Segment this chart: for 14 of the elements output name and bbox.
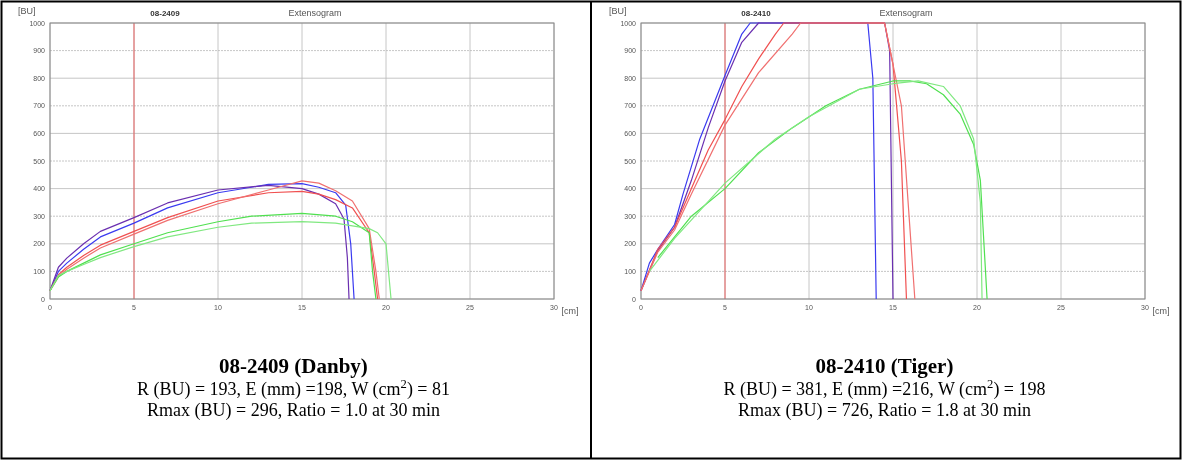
chart-title: 08-2409 bbox=[150, 9, 181, 18]
text: R (BU) = 381, E (mm) =216, W (cm$^{2}$) = 198 bbox=[723, 377, 1046, 400]
text: 08-2409 (Danby) bbox=[219, 354, 368, 378]
text: R (BU) = 193, E (mm) =198, W (cm$^{2}$) = 81 bbox=[136, 377, 451, 400]
y-axis-title: [BU] bbox=[18, 6, 36, 16]
text: Rmax (BU) = 726, Ratio = 1.8 at 30 min bbox=[738, 400, 1031, 421]
chart-title: 08-2410 bbox=[741, 9, 772, 18]
text: Rmax (BU) = 296, Ratio = 1.0 at 30 min bbox=[147, 400, 440, 421]
text: 08-2410 (Tiger) bbox=[815, 354, 954, 378]
x-axis-title: [cm] bbox=[1152, 306, 1170, 316]
chart-subtitle: Extensogram bbox=[879, 8, 933, 18]
chart-subtitle: Extensogram bbox=[288, 8, 342, 18]
y-axis-title: [BU] bbox=[609, 6, 627, 16]
x-axis-title: [cm] bbox=[561, 306, 579, 316]
